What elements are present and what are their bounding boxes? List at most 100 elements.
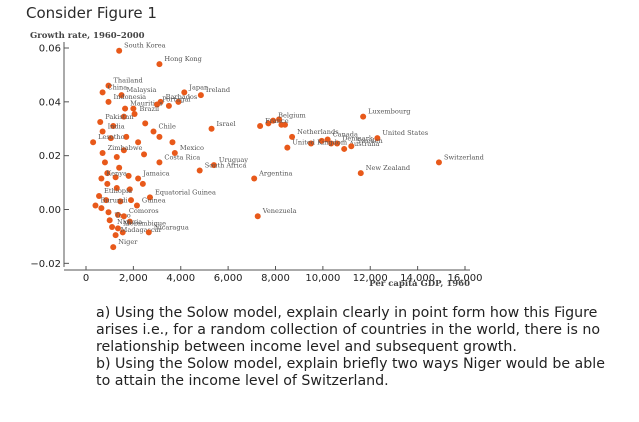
data-point: [117, 198, 124, 205]
data-point: [150, 128, 157, 135]
country-label: Comoros: [129, 207, 159, 215]
data-point: [175, 98, 182, 105]
data-point: [120, 147, 127, 154]
country-label: Kenya: [106, 170, 127, 178]
country-label: Equatorial Guinea: [155, 188, 216, 196]
data-point: [156, 61, 163, 68]
data-point: [98, 205, 105, 212]
country-label: Ireland: [206, 86, 231, 94]
country-label: Denmark: [342, 135, 374, 143]
data-point: [99, 89, 106, 96]
data-point: [181, 89, 188, 96]
data-point: [130, 105, 137, 112]
data-point: [107, 135, 114, 142]
x-tick-label: 0: [83, 273, 89, 284]
data-point: [251, 175, 258, 182]
data-point: [104, 170, 111, 177]
data-point: [135, 139, 142, 146]
country-label: Ethiopia: [104, 187, 132, 195]
country-label: Switzerland: [444, 153, 485, 161]
country-label: Nigeria: [117, 218, 142, 226]
data-point: [131, 110, 138, 117]
data-point: [334, 140, 341, 147]
country-label: Mauritius: [130, 100, 163, 108]
country-label: Indonesia: [114, 93, 147, 101]
data-point: [128, 197, 135, 204]
data-point: [112, 232, 119, 239]
y-tick-label: 0.06: [39, 44, 61, 55]
data-point: [103, 197, 110, 204]
data-point: [118, 92, 125, 99]
country-label: Venezuela: [262, 207, 297, 215]
data-point: [156, 133, 163, 140]
country-label: Luxembourg: [368, 108, 411, 116]
country-label: Chile: [159, 122, 177, 130]
data-point: [99, 149, 106, 156]
country-label: India: [108, 122, 125, 130]
data-point: [324, 136, 331, 143]
y-tick-label: 0.00: [39, 205, 61, 216]
country-label: Portugal: [162, 96, 190, 104]
growth-vs-income-scatter-chart: Growth rate, 1960–2000 −0.02 0.00 0.02 0.04…: [30, 31, 485, 289]
data-point: [123, 133, 130, 140]
country-label: Madagascar: [121, 226, 163, 234]
data-point: [109, 223, 116, 230]
data-point: [308, 140, 315, 147]
data-point: [145, 229, 152, 236]
data-point: [110, 123, 117, 130]
data-point: [96, 193, 103, 200]
country-label: Zimbabwe: [108, 144, 143, 152]
country-label: Nicaragua: [154, 223, 189, 231]
data-point: [257, 123, 264, 130]
data-point: [435, 159, 442, 166]
data-point: [318, 137, 325, 144]
x-tick-label: 16,000: [448, 273, 483, 284]
country-label: Hong Kong: [164, 55, 202, 63]
y-tick-label: 0.04: [39, 97, 61, 108]
data-point: [348, 143, 355, 150]
data-point: [374, 135, 381, 142]
data-point: [328, 140, 335, 147]
country-label: Pakistan: [105, 113, 134, 121]
country-label: Niger: [118, 238, 138, 246]
data-point: [114, 211, 121, 218]
country-label: Mozambique: [123, 219, 166, 227]
x-tick-label: 12,000: [353, 273, 388, 284]
data-point: [284, 144, 291, 151]
data-point: [289, 133, 296, 140]
country-label: Argentina: [258, 170, 292, 178]
data-point: [101, 159, 108, 166]
x-axis-title: Per capita GDP, 1960: [369, 279, 470, 289]
y-tick-label: −0.02: [30, 259, 61, 270]
data-point: [281, 121, 288, 128]
y-axis-ticks: −0.02 0.00 0.02 0.04 0.06: [30, 44, 69, 270]
data-point: [169, 139, 176, 146]
question-text: a) Using the Solow model, explain clearl…: [96, 305, 616, 390]
country-label: United Kingdom: [292, 139, 347, 147]
data-point: [171, 149, 178, 156]
country-label: Mexico: [180, 144, 204, 152]
country-label: Thailand: [114, 77, 144, 85]
data-point: [113, 184, 120, 191]
x-tick-label: 6,000: [214, 273, 243, 284]
data-point: [120, 113, 127, 120]
data-point: [126, 186, 133, 193]
data-point: [133, 202, 140, 209]
x-axis-ticks: 0 2,000 4,000 6,000 8,000 10,000 12,000 14,000 1…: [83, 266, 483, 284]
x-tick-label: 2,000: [119, 273, 148, 284]
data-point: [270, 117, 277, 124]
data-point: [122, 105, 129, 112]
data-point: [125, 172, 132, 179]
country-label: Guinea: [142, 196, 166, 204]
country-label: Malaysia: [127, 86, 157, 94]
x-tick-label: 4,000: [166, 273, 195, 284]
data-point: [105, 98, 112, 105]
data-point: [92, 202, 99, 209]
data-point: [208, 125, 215, 132]
country-label: United States: [382, 129, 428, 137]
data-point: [113, 154, 120, 161]
data-point: [197, 92, 204, 99]
data-point: [119, 229, 126, 236]
country-label: South Africa: [205, 161, 247, 169]
data-point: [98, 175, 105, 182]
